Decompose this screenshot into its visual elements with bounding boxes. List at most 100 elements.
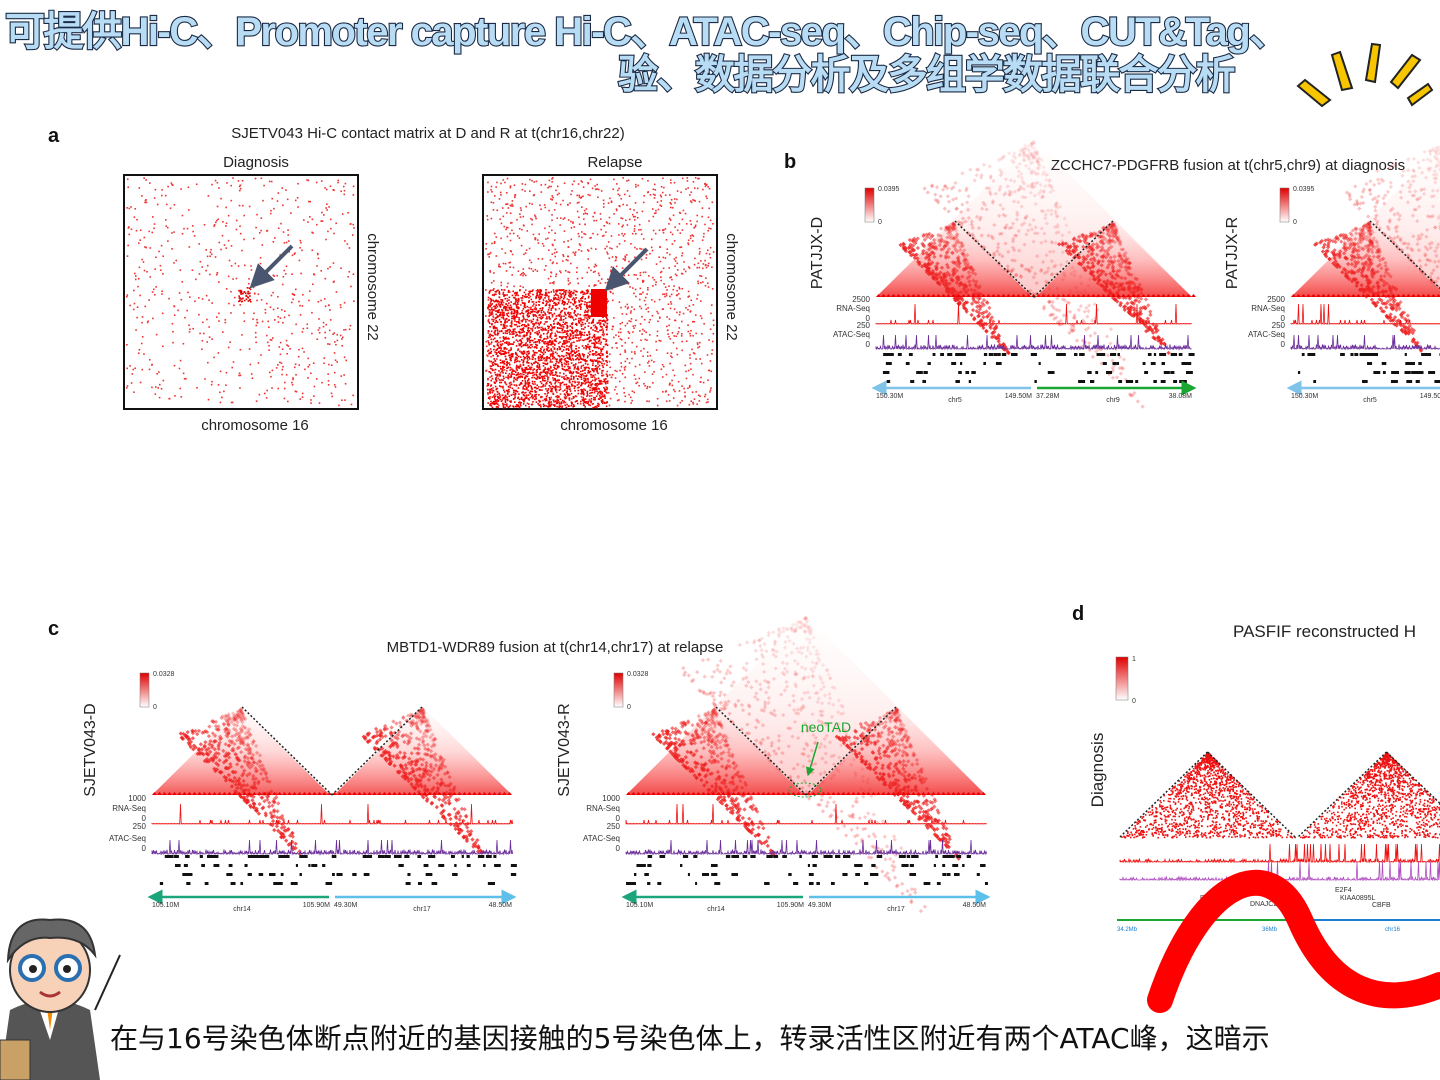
contact-dot	[156, 203, 159, 206]
contact-dot	[570, 383, 573, 386]
contact-dot	[708, 339, 710, 341]
contact-dot	[644, 338, 647, 341]
contact-dot	[594, 360, 597, 362]
contact-dot	[243, 299, 246, 302]
contact-dot	[171, 322, 174, 325]
contact-dot	[589, 350, 592, 353]
contact-dot	[573, 226, 576, 228]
contact-dot	[519, 350, 521, 353]
contact-dot	[596, 390, 598, 393]
contact-dot	[542, 379, 544, 382]
contact-dot	[488, 342, 490, 344]
contact-dot	[687, 239, 690, 242]
contact-dot	[546, 363, 548, 366]
contact-dot	[519, 403, 522, 405]
contact-dot	[683, 261, 685, 263]
contact-dot	[214, 221, 217, 224]
contact-dot	[545, 293, 547, 295]
contact-dot	[567, 386, 569, 388]
contact-dot	[538, 359, 541, 362]
contact-dot	[646, 355, 649, 357]
contact-pixel	[1027, 269, 1033, 274]
contact-dot	[598, 357, 600, 360]
contact-dot	[545, 397, 547, 400]
contact-dot	[535, 294, 538, 297]
contact-dot	[538, 355, 540, 358]
contact-dot	[583, 303, 586, 306]
contact-dot	[139, 239, 141, 241]
contact-dot	[626, 204, 628, 206]
contact-dot	[656, 330, 659, 333]
contact-dot	[494, 331, 496, 333]
contact-dot	[676, 289, 678, 292]
contact-dot	[535, 289, 538, 292]
contact-dot	[569, 356, 571, 359]
contact-dot	[507, 374, 509, 377]
contact-dot	[207, 195, 210, 197]
contact-dot	[504, 395, 507, 397]
contact-dot	[521, 319, 524, 321]
contact-dot	[519, 375, 522, 377]
contact-dot	[636, 278, 639, 280]
contact-dot	[553, 252, 556, 254]
contact-dot	[201, 298, 204, 300]
contact-dot	[523, 323, 526, 326]
contact-dot	[506, 376, 509, 379]
contact-dot	[653, 300, 656, 303]
contact-dot	[591, 364, 594, 367]
contact-dot	[506, 203, 509, 205]
contact-dot	[198, 243, 200, 245]
contact-dot	[559, 405, 562, 408]
contact-dot	[673, 374, 676, 377]
contact-dot	[549, 386, 552, 388]
contact-dot	[529, 336, 532, 339]
contact-dot	[325, 323, 328, 326]
contact-dot	[627, 306, 629, 309]
contact-dot	[560, 331, 562, 334]
contact-dot	[603, 363, 606, 365]
contact-dot	[308, 299, 310, 302]
contact-dot	[602, 369, 604, 372]
contact-dot	[501, 309, 504, 312]
contact-dot	[510, 312, 513, 315]
contact-dot	[493, 393, 496, 396]
contact-dot	[165, 225, 168, 227]
contact-dot	[543, 341, 545, 343]
contact-dot	[536, 318, 539, 321]
contact-dot	[343, 189, 346, 192]
contact-dot	[604, 338, 606, 341]
contact-dot	[523, 253, 525, 256]
contact-dot	[516, 309, 519, 312]
contact-dot	[526, 350, 529, 353]
contact-dot	[500, 347, 502, 349]
contact-pixel	[1035, 231, 1040, 236]
contact-dot	[529, 340, 531, 342]
contact-dot	[136, 316, 138, 319]
contact-dot	[352, 273, 355, 275]
contact-dot	[523, 398, 526, 401]
contact-dot	[647, 179, 649, 182]
contact-dot	[606, 322, 609, 325]
contact-dot	[201, 266, 203, 268]
contact-dot	[565, 397, 567, 400]
contact-dot	[620, 306, 622, 309]
contact-dot	[573, 385, 576, 387]
contact-dot	[582, 339, 585, 342]
contact-dot	[550, 370, 553, 372]
contact-dot	[513, 285, 515, 288]
contact-dot	[576, 354, 579, 356]
contact-dot	[590, 339, 592, 342]
contact-dot	[606, 298, 608, 300]
contact-dot	[545, 358, 547, 361]
contact-dot	[528, 290, 530, 293]
contact-dot	[535, 332, 538, 335]
contact-dot	[556, 290, 559, 292]
contact-dot	[501, 304, 504, 306]
contact-dot	[304, 368, 306, 371]
contact-dot	[301, 396, 304, 398]
contact-dot	[589, 293, 592, 295]
contact-dot	[597, 347, 600, 350]
contact-dot	[617, 223, 620, 225]
contact-dot	[521, 367, 523, 370]
contact-dot	[286, 352, 288, 355]
